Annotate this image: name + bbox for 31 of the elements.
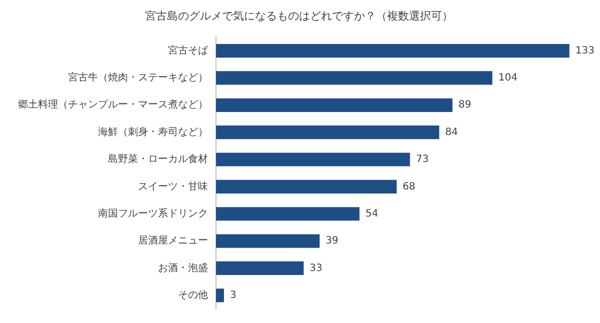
- y-tick-label: 島野菜・ローカル食材: [108, 153, 208, 166]
- data-label: 133: [575, 45, 594, 56]
- bar: [216, 71, 492, 85]
- y-tick-label: その他: [178, 289, 208, 302]
- data-label: 73: [416, 154, 429, 166]
- y-tick-label: お酒・泡盛: [158, 262, 208, 274]
- data-label: 3: [230, 290, 236, 302]
- y-tick-label: 宮古牛（焼肉・ステーキなど）: [68, 72, 208, 84]
- bar: [216, 152, 410, 166]
- bar: [216, 234, 320, 248]
- data-label: 84: [445, 126, 458, 138]
- bar: [216, 180, 397, 194]
- data-label: 54: [365, 208, 378, 220]
- data-label: 104: [498, 72, 518, 84]
- bar: [216, 261, 304, 276]
- data-label: 89: [458, 100, 472, 111]
- chart-title: 宮古島のグルメで気になるものはどれですか？（複数選択可）: [145, 9, 453, 22]
- y-tick-label: 宮古そば: [168, 44, 209, 56]
- y-tick-label: 南国フルーツ系ドリンク: [98, 207, 208, 220]
- bar: [216, 44, 570, 58]
- y-tick-label: スイーツ・甘味: [138, 180, 208, 192]
- y-tick-label: 郷土料理（チャンプルー・マース煮など）: [18, 98, 208, 111]
- bar: [216, 98, 452, 112]
- bar: [216, 288, 224, 302]
- bar: [216, 207, 360, 221]
- data-label: 39: [326, 236, 338, 247]
- y-tick-label: 海鮮（刺身・寿司など）: [98, 126, 208, 138]
- y-tick-label: 居酒屋メニュー: [138, 234, 208, 247]
- data-label: 33: [310, 262, 322, 274]
- bar: [216, 126, 440, 140]
- data-label: 68: [402, 181, 416, 192]
